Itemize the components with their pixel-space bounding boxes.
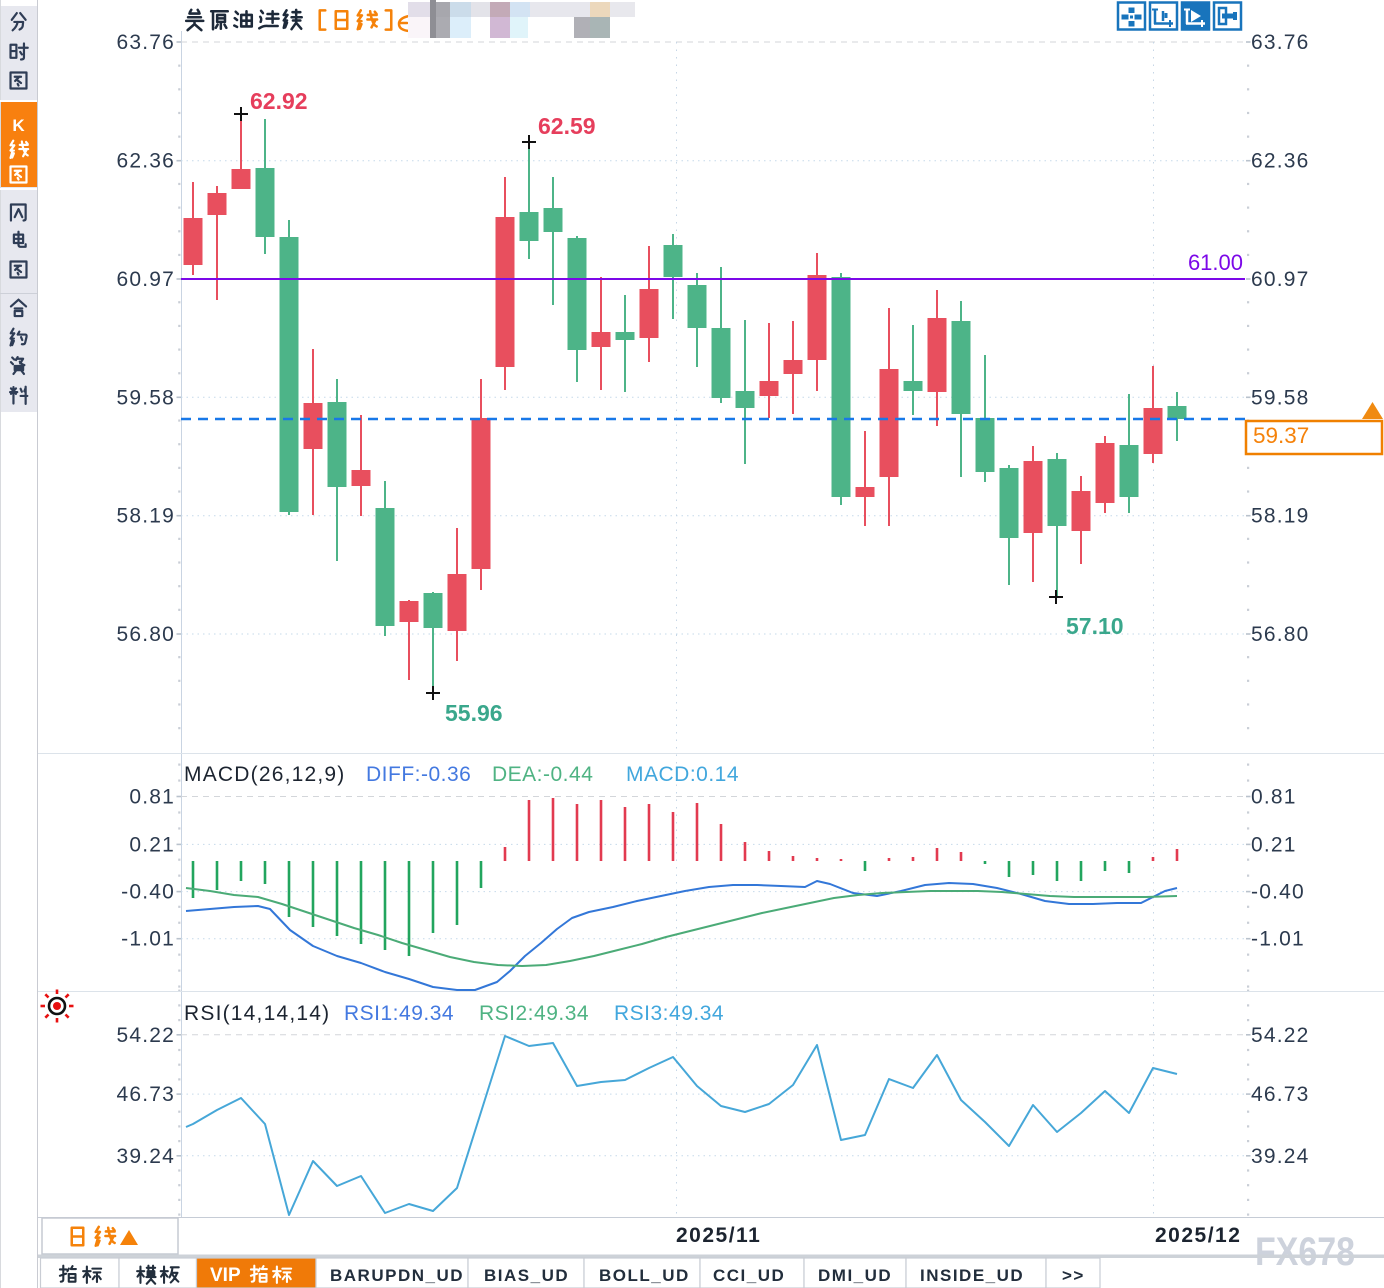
svg-text:CCI_UD: CCI_UD [713,1266,785,1285]
svg-text:DIFF:-0.36: DIFF:-0.36 [366,763,471,786]
svg-text:46.73: 46.73 [116,1083,175,1106]
svg-text:58.19: 58.19 [1251,505,1310,528]
svg-text:59.37: 59.37 [1253,423,1309,448]
svg-text:63.76: 63.76 [116,31,175,54]
svg-text:0.21: 0.21 [129,833,175,856]
svg-text:58.19: 58.19 [116,505,175,528]
svg-text:59.58: 59.58 [116,386,175,409]
svg-text:57.10: 57.10 [1066,613,1124,639]
svg-text:0.21: 0.21 [1251,833,1297,856]
svg-text:56.80: 56.80 [1251,623,1310,646]
svg-text:DMI_UD: DMI_UD [818,1266,892,1285]
svg-text:61.00: 61.00 [1188,250,1243,275]
svg-text:62.92: 62.92 [250,88,308,114]
svg-text:62.36: 62.36 [1251,150,1310,173]
svg-text:>>: >> [1062,1266,1085,1285]
svg-text:54.22: 54.22 [1251,1024,1310,1047]
svg-text:MACD(26,12,9): MACD(26,12,9) [184,763,345,786]
svg-text:BARUPDN_UD: BARUPDN_UD [330,1266,464,1285]
svg-text:DEA:-0.44: DEA:-0.44 [492,763,593,786]
svg-text:MACD:0.14: MACD:0.14 [626,763,739,786]
svg-text:RSI(14,14,14): RSI(14,14,14) [184,1002,330,1025]
svg-text:39.24: 39.24 [1251,1145,1310,1168]
svg-text:39.24: 39.24 [116,1145,175,1168]
svg-text:0.81: 0.81 [129,786,175,809]
svg-text:RSI1:49.34: RSI1:49.34 [344,1002,454,1025]
svg-text:56.80: 56.80 [116,623,175,646]
svg-text:-0.40: -0.40 [1251,881,1305,904]
svg-text:2025/11: 2025/11 [676,1224,761,1247]
svg-text:K: K [12,116,25,135]
svg-text:46.73: 46.73 [1251,1083,1310,1106]
svg-text:VIP: VIP [210,1265,241,1286]
svg-text:-1.01: -1.01 [121,928,175,951]
svg-text:FX678: FX678 [1255,1230,1355,1274]
svg-text:62.36: 62.36 [116,150,175,173]
svg-text:63.76: 63.76 [1251,31,1310,54]
svg-text:62.59: 62.59 [538,113,596,139]
svg-text:RSI2:49.34: RSI2:49.34 [479,1002,589,1025]
svg-text:-0.40: -0.40 [121,881,175,904]
svg-text:60.97: 60.97 [116,268,175,291]
svg-text:RSI3:49.34: RSI3:49.34 [614,1002,724,1025]
svg-text:2025/12: 2025/12 [1155,1224,1241,1247]
svg-text:-1.01: -1.01 [1251,928,1305,951]
svg-text:INSIDE_UD: INSIDE_UD [920,1266,1024,1285]
svg-text:BIAS_UD: BIAS_UD [484,1266,569,1285]
svg-text:59.58: 59.58 [1251,386,1310,409]
svg-text:0.81: 0.81 [1251,786,1297,809]
svg-text:55.96: 55.96 [445,700,503,726]
svg-text:60.97: 60.97 [1251,268,1310,291]
svg-text:54.22: 54.22 [116,1024,175,1047]
svg-text:BOLL_UD: BOLL_UD [599,1266,690,1285]
